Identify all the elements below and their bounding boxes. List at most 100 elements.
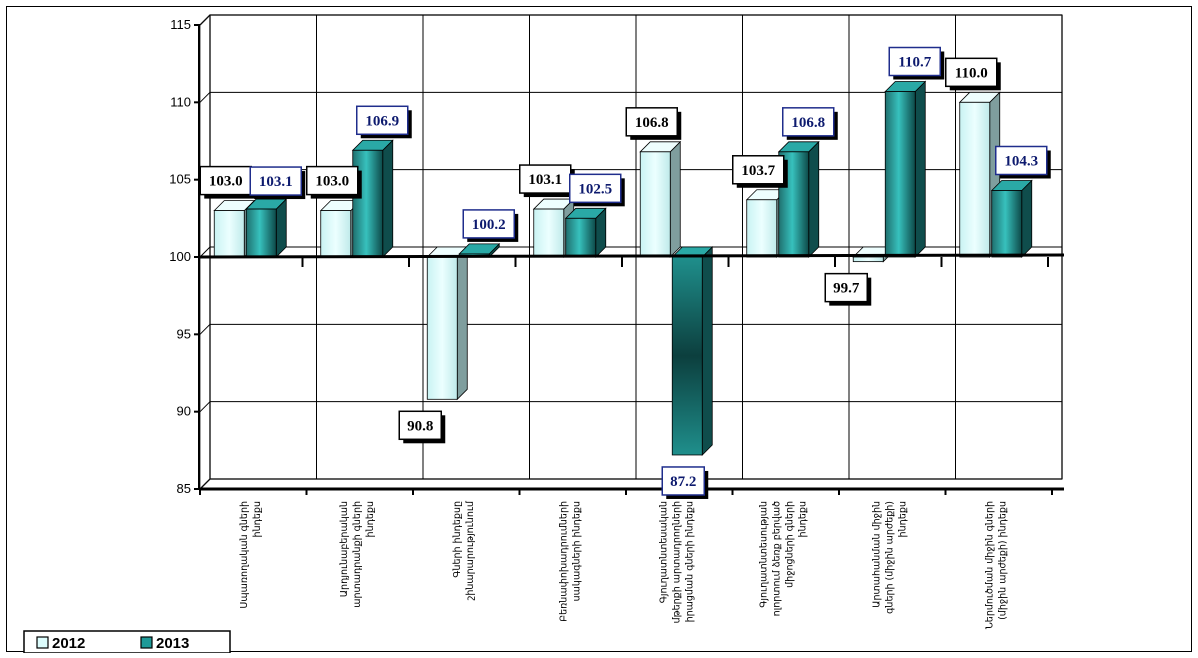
data-label-box [625, 107, 678, 137]
data-label: 87.2 [670, 474, 696, 490]
category-label-line: գների (միջին արժեքի) [884, 501, 895, 614]
data-label-2013-2: 100.2 [462, 209, 519, 242]
bar-side [382, 139, 394, 258]
data-label: 106.9 [365, 113, 399, 129]
category-label-line: սակագների ինդեքս [571, 501, 582, 601]
data-label: 103.1 [259, 174, 293, 190]
data-label-2013-7: 104.3 [995, 145, 1051, 179]
y-tick-label: 100 [169, 249, 191, 264]
category-label-4: Գյուղատնտեսական մթերքի արտադրողների իրացմա… [658, 501, 695, 623]
data-label: 103.7 [741, 163, 775, 179]
data-label-box [888, 46, 941, 77]
gridline-side [199, 323, 211, 335]
data-label: 99.7 [833, 281, 860, 297]
data-label-box [519, 164, 572, 194]
bar-side [1021, 179, 1033, 258]
bar-front [245, 208, 277, 258]
bar-2012-4 [639, 140, 682, 258]
bar-front [565, 217, 597, 258]
category-label-0: Սպառողական գների ինդեքս [239, 501, 263, 609]
gridline-side [199, 14, 211, 26]
category-label-line: ինդեքս [365, 501, 376, 537]
data-label-2012-1: 103.0 [306, 165, 362, 199]
bar-front [959, 101, 991, 258]
category-label-1: Արդյունաբերական արտադրանքի գների ինդեքս [339, 501, 376, 608]
category-label-line: Արտահանման միջին [871, 501, 882, 608]
chart-frame: 85 90 95 100 105 110 115 103.0 103.1 103.0 106.9 90… [6, 6, 1192, 654]
data-label-2013-0: 103.1 [249, 166, 306, 200]
bar-2013-1 [351, 139, 394, 258]
data-label-box [462, 209, 515, 239]
data-label-box [398, 410, 442, 441]
gridline-side [199, 246, 211, 258]
y-tick-label: 105 [169, 172, 191, 187]
bar-front [746, 199, 778, 258]
category-label-line: միջոցների գների [784, 501, 795, 588]
category-label-5: Գյուղատնտեսության ոլորտում ձեռք բերված միջ… [758, 501, 808, 616]
category-label-6: Արտահանման միջին գների (միջին արժեքի) ինդե… [871, 501, 908, 614]
data-label: 104.3 [1004, 153, 1038, 169]
data-label-2012-7: 110.0 [945, 57, 1001, 91]
data-label-2012-4: 106.8 [625, 107, 682, 140]
category-label-3: Բեռնափոխադրումների սակագների ինդեքս [558, 501, 582, 622]
category-label-line: ոլորտում ձեռք բերված [771, 501, 782, 616]
data-label: 103.1 [528, 172, 562, 188]
bar-front [671, 256, 703, 456]
y-tick-label: 85 [177, 481, 191, 496]
bar-side [456, 246, 468, 401]
bar-2013-5 [777, 140, 820, 258]
data-label-2012-2: 90.8 [398, 410, 446, 444]
data-label: 110.7 [898, 55, 931, 71]
data-label: 100.2 [472, 217, 506, 233]
bar-side [701, 246, 713, 456]
data-label-2012-6: 99.7 [824, 272, 872, 306]
data-label-2012-5: 103.7 [732, 155, 788, 188]
data-label-box [249, 166, 302, 196]
category-label-line: արտադրանքի գների [352, 501, 363, 608]
y-tick-label: 95 [177, 326, 191, 341]
category-label-line: իրացման գների ինդեքս [684, 501, 695, 622]
bar-side [808, 140, 820, 258]
category-label-line: Արդյունաբերական [339, 501, 350, 597]
category-label-line: Բեռնափոխադրումների [558, 501, 569, 622]
bar-front [991, 190, 1023, 258]
category-label-line: Սպառողական գների [239, 501, 250, 609]
data-label: 106.8 [791, 115, 825, 131]
legend-swatch-2012 [36, 636, 49, 649]
data-label-box [824, 272, 868, 303]
data-label-2012-3: 103.1 [519, 164, 575, 198]
bar-2013-3 [564, 207, 607, 258]
bar-side [669, 140, 681, 258]
data-label: 103.0 [209, 174, 243, 190]
category-label-line: Գների ինդեքսը [452, 501, 463, 578]
legend: 2012 2013 [23, 630, 231, 654]
bar-chart: 85 90 95 100 105 110 115 103.0 103.1 103.0 106.9 90… [23, 14, 1065, 654]
data-label-box [569, 173, 622, 204]
bar-front [639, 151, 671, 258]
category-label-line: շինարարությունում [465, 500, 476, 600]
bar-2012-2 [426, 246, 469, 401]
category-label-line: ինդեքս [897, 501, 908, 537]
data-label-box [732, 155, 785, 185]
baseline-line [198, 253, 1065, 259]
bar-front [320, 210, 352, 258]
category-label-line: ինդեքս [797, 501, 808, 537]
category-label-line: Ներմուծման միջին գների [984, 501, 995, 629]
bar-2013-4 [671, 246, 714, 456]
bar-front [852, 256, 884, 263]
data-label-box [306, 165, 359, 196]
category-label-line: մթերքի արտադրողների [671, 501, 682, 623]
category-label-7: Ներմուծման միջին գների (միջին արժեքի) ինդ… [984, 501, 1008, 629]
data-label: 103.0 [315, 174, 349, 190]
category-label-line: Գյուղատնտեսական [658, 501, 669, 603]
data-label-2012-0: 103.0 [199, 165, 256, 199]
gridline-side [199, 91, 211, 103]
data-label-2013-6: 110.7 [888, 46, 945, 80]
data-label-box [199, 165, 252, 196]
data-label-2013-5: 106.8 [782, 107, 838, 140]
bar-front [533, 208, 565, 258]
bar-2013-7 [990, 179, 1033, 258]
bar-front [426, 256, 458, 400]
data-label-box [782, 107, 835, 137]
data-label-2013-1: 106.9 [356, 105, 412, 139]
